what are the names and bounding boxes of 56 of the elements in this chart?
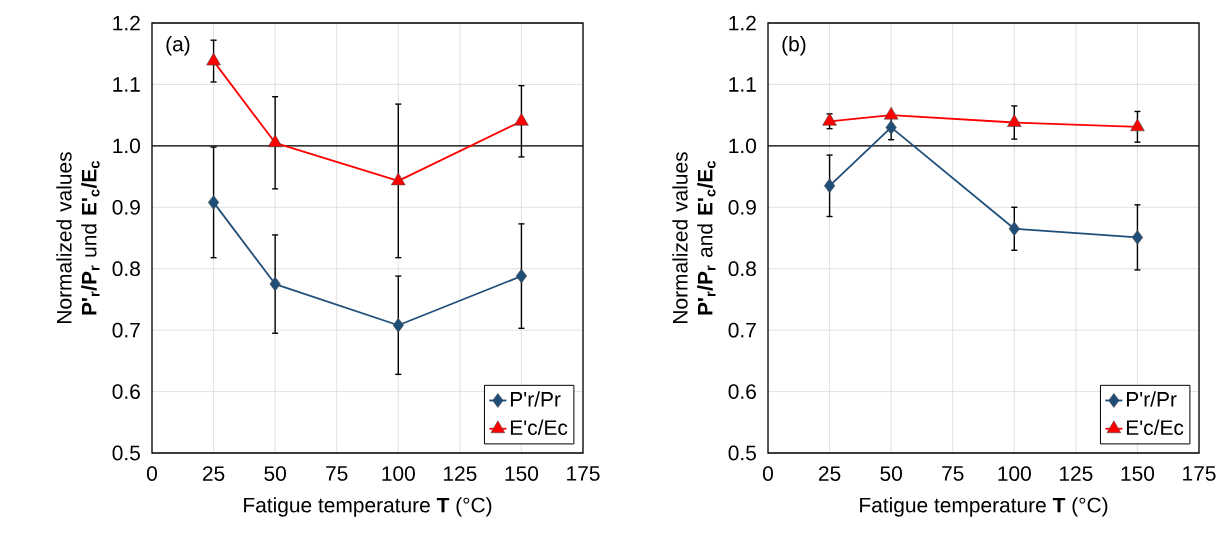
y-tick-label: 1.0 xyxy=(729,138,757,154)
y-tick-label: 1.1 xyxy=(729,77,756,92)
x-tick-label: 125 xyxy=(444,466,477,481)
annotation: (b) xyxy=(782,36,806,56)
x-tick-label: 150 xyxy=(505,466,539,481)
y-tick-label: 1.2 xyxy=(113,15,140,31)
point xyxy=(1130,118,1145,132)
point xyxy=(1007,114,1022,127)
annotation: (a) xyxy=(166,36,190,56)
x-tick-label: 175 xyxy=(1183,466,1216,481)
y-tick-label: 1.1 xyxy=(113,77,140,92)
point xyxy=(267,134,283,148)
y-tick-label: 0.7 xyxy=(728,322,756,338)
x-tick-label: 50 xyxy=(264,466,286,481)
x-axis-title: Fatigue temperature T (°C) xyxy=(244,497,492,517)
y-tick-label: 0.8 xyxy=(112,261,140,277)
x-tick-label: 25 xyxy=(818,466,841,481)
y-tick-label: 0.8 xyxy=(728,261,756,277)
x-tick-label: 100 xyxy=(382,466,415,481)
point xyxy=(1131,230,1143,245)
point xyxy=(208,195,220,210)
y-tick-label: 0.9 xyxy=(728,199,756,215)
point xyxy=(392,317,404,333)
x-tick-label: 50 xyxy=(880,466,902,481)
y-tick-label: 0.5 xyxy=(728,445,756,461)
x-tick-label: 0 xyxy=(763,466,773,481)
x-axis-title: Fatigue temperature T (°C) xyxy=(860,497,1108,517)
x-tick-label: 0 xyxy=(147,466,157,481)
x-tick-label: 150 xyxy=(1121,466,1155,481)
x-tick-label: 175 xyxy=(567,466,600,481)
legend-label: E'c/Ec xyxy=(1126,419,1184,435)
point xyxy=(514,112,529,126)
y-tick-label: 0.7 xyxy=(112,322,140,338)
y-tick-label: 1.0 xyxy=(113,138,141,154)
y-tick-label: 1.2 xyxy=(729,15,756,31)
point xyxy=(885,120,897,135)
x-tick-label: 75 xyxy=(326,466,348,481)
y-tick-label: 0.6 xyxy=(112,384,140,399)
point xyxy=(1008,221,1020,237)
x-tick-label: 100 xyxy=(998,466,1031,481)
legend-label: P'r/Pr xyxy=(1126,391,1177,407)
point xyxy=(883,106,899,120)
legend-label: E'c/Ec xyxy=(510,419,568,435)
x-tick-label: 25 xyxy=(202,466,225,481)
point xyxy=(269,276,281,292)
legend-label: P'r/Pr xyxy=(510,391,561,407)
point xyxy=(391,172,406,186)
point xyxy=(822,112,837,126)
point xyxy=(515,268,527,284)
y-tick-label: 0.6 xyxy=(728,384,756,399)
point xyxy=(206,52,221,66)
x-tick-label: 75 xyxy=(942,466,964,481)
y-tick-label: 0.5 xyxy=(112,445,140,461)
x-tick-label: 125 xyxy=(1060,466,1093,481)
point xyxy=(824,178,836,194)
y-tick-label: 0.9 xyxy=(112,199,140,215)
